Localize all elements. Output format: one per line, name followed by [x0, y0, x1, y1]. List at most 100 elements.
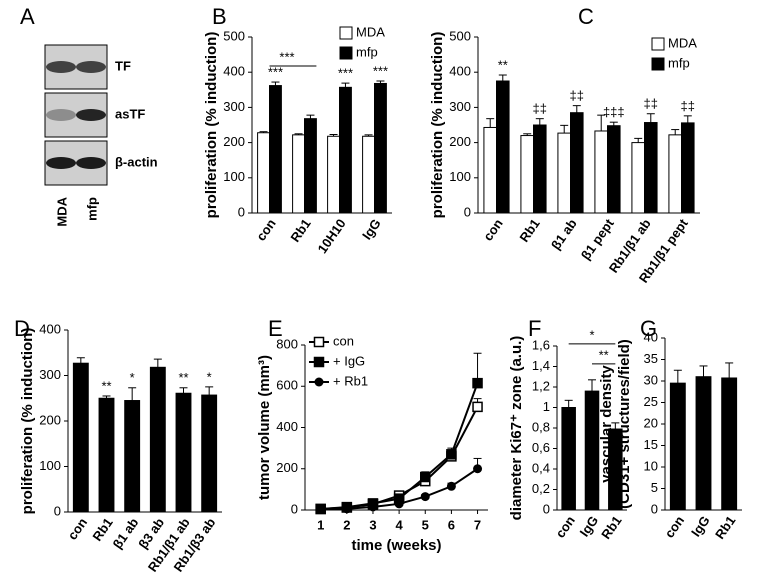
x-tick-label: IgG — [359, 216, 384, 242]
x-tick-label: Rb1 — [516, 216, 542, 245]
y-tick-label: 5 — [651, 480, 658, 495]
y-tick-label: 600 — [276, 378, 298, 393]
bar — [483, 126, 498, 214]
bar — [269, 85, 282, 214]
significance-label: * — [207, 369, 212, 384]
panel-letter: A — [20, 4, 35, 29]
x-tick-label: con — [480, 216, 506, 244]
y-tick-label: 500 — [223, 28, 245, 43]
y-axis-label: proliferation (% induction) — [203, 32, 220, 219]
legend-swatch — [651, 37, 665, 51]
y-tick-label: 30 — [644, 372, 658, 387]
blot-row-label: asTF — [115, 106, 145, 121]
panel-letter: G — [640, 316, 657, 341]
significance-label: ‡‡ — [533, 101, 547, 116]
y-tick-label: 300 — [223, 99, 245, 114]
point — [316, 504, 326, 514]
x-tick-label: con — [253, 216, 279, 244]
x-tick-label: 10H10 — [315, 216, 349, 256]
y-tick-label: 0,2 — [532, 481, 550, 496]
y-tick-label: 200 — [223, 134, 245, 149]
bar — [669, 382, 686, 511]
bracket-label: ** — [599, 347, 609, 362]
x-tick-label: con — [552, 513, 578, 541]
y-axis-label: tumor volume (mm³) — [256, 355, 273, 500]
x-tick-label: IgG — [577, 513, 602, 539]
x-tick-label: 4 — [395, 517, 403, 532]
y-tick-label: 1,4 — [532, 358, 550, 373]
bar — [561, 407, 576, 511]
significance-label: *** — [268, 64, 283, 79]
bracket-label: * — [589, 327, 594, 342]
bar — [292, 134, 306, 214]
x-tick-label: 2 — [343, 517, 350, 532]
y-tick-label: 1,6 — [532, 337, 550, 352]
point — [446, 481, 456, 491]
x-tick-label: IgG — [688, 513, 713, 539]
bar — [72, 362, 89, 513]
bar — [374, 82, 387, 214]
bar — [362, 135, 376, 214]
lane-label: mfp — [84, 197, 99, 221]
x-tick-label: 1 — [317, 517, 324, 532]
bar — [681, 122, 695, 214]
bar — [533, 124, 547, 214]
x-tick-label: β1 pept — [578, 216, 617, 263]
panel-letter: F — [528, 316, 541, 341]
y-tick-label: 0 — [291, 501, 298, 516]
legend-label: mfp — [668, 55, 690, 70]
y-tick-label: 300 — [39, 367, 61, 382]
bar — [98, 397, 115, 513]
y-tick-label: 100 — [39, 458, 61, 473]
y-tick-label: 800 — [276, 336, 298, 351]
significance-label: *** — [373, 63, 388, 78]
point — [394, 499, 404, 509]
x-tick-label: 7 — [474, 517, 481, 532]
x-tick-label: con — [662, 513, 688, 541]
significance-label: * — [130, 370, 135, 385]
y-axis-label: vascular density — [598, 365, 615, 483]
y-tick-label: 1 — [543, 399, 550, 414]
lane-label: MDA — [54, 196, 69, 226]
bar — [607, 125, 621, 214]
y-tick-label: 400 — [39, 321, 61, 336]
x-tick-label: β1 ab — [548, 216, 580, 252]
y-axis-label: diameter Ki67⁺ zone (a.u.) — [508, 336, 525, 521]
bar — [584, 390, 600, 511]
y-tick-label: 35 — [644, 351, 658, 366]
legend-swatch — [339, 26, 353, 40]
legend-label: + Rb1 — [333, 373, 368, 388]
bar — [668, 134, 682, 214]
bar — [201, 394, 218, 513]
y-tick-label: 1,2 — [532, 378, 550, 393]
y-tick-label: 0 — [54, 503, 61, 518]
blot-band — [76, 109, 106, 121]
y-tick-label: 10 — [644, 458, 658, 473]
point — [420, 492, 430, 502]
bar — [339, 86, 352, 214]
blot-band — [76, 61, 106, 73]
x-tick-label: 3 — [369, 517, 376, 532]
y-tick-label: 15 — [644, 437, 658, 452]
y-tick-label: 500 — [449, 28, 471, 43]
y-axis-label: proliferation (% induction) — [429, 32, 446, 219]
point — [368, 502, 378, 512]
significance-label: ** — [101, 378, 111, 393]
bar — [327, 135, 341, 214]
blot-band — [76, 157, 106, 169]
legend-swatch — [339, 46, 353, 60]
bar — [149, 366, 166, 513]
bar — [721, 377, 738, 511]
bar — [594, 130, 608, 214]
x-tick-label: Rb1 — [287, 216, 313, 245]
blot-row-label: β-actin — [115, 154, 158, 169]
y-tick-label: 400 — [276, 419, 298, 434]
line — [320, 382, 479, 510]
bar — [570, 112, 584, 214]
point — [342, 504, 352, 514]
x-tick-label: 6 — [448, 517, 455, 532]
panel-letter: C — [578, 4, 594, 29]
bar — [631, 142, 645, 214]
x-tick-label: β1 ab — [110, 515, 142, 551]
